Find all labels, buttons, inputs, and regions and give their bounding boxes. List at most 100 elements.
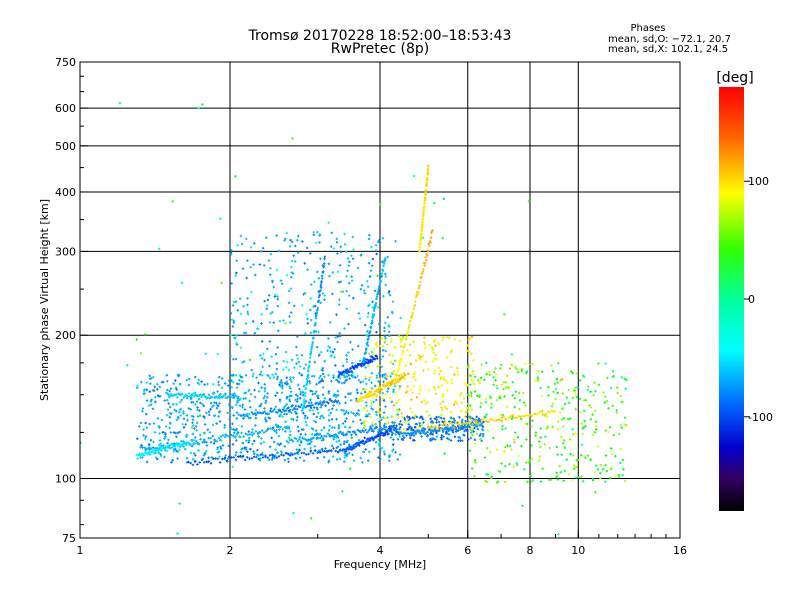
data-point xyxy=(457,435,460,439)
data-point xyxy=(486,481,489,484)
data-point xyxy=(368,378,371,382)
data-point xyxy=(375,374,379,377)
data-point xyxy=(619,461,622,465)
data-point xyxy=(534,380,538,383)
x-tick-label: 6 xyxy=(464,544,471,557)
data-point xyxy=(302,411,305,415)
data-point xyxy=(174,379,177,382)
data-point xyxy=(271,409,275,413)
data-point xyxy=(529,474,532,478)
data-point xyxy=(500,416,504,419)
data-point xyxy=(376,306,380,309)
data-point xyxy=(307,370,310,373)
data-point xyxy=(302,293,305,296)
data-point xyxy=(438,425,441,429)
data-point xyxy=(323,397,327,400)
data-point xyxy=(381,237,385,240)
data-point xyxy=(467,402,470,406)
data-point xyxy=(325,435,328,438)
data-point xyxy=(388,293,392,297)
data-point xyxy=(611,369,615,373)
data-point xyxy=(381,269,385,272)
data-point xyxy=(524,404,527,407)
data-point xyxy=(348,430,352,434)
data-point xyxy=(274,352,278,356)
data-point xyxy=(143,454,146,457)
data-point xyxy=(323,375,326,379)
data-point xyxy=(426,422,430,426)
data-point xyxy=(527,461,531,464)
data-point xyxy=(513,441,516,444)
data-point xyxy=(531,479,535,482)
data-point xyxy=(304,414,307,418)
data-point xyxy=(387,382,390,386)
data-point xyxy=(308,360,312,363)
data-point xyxy=(449,439,453,442)
data-point xyxy=(352,367,356,371)
data-point xyxy=(414,359,418,362)
data-point xyxy=(179,407,183,411)
data-point xyxy=(226,457,230,460)
data-point xyxy=(418,284,421,287)
data-point xyxy=(372,430,375,433)
data-point xyxy=(369,401,373,404)
data-point xyxy=(313,329,316,333)
data-point xyxy=(379,358,382,361)
data-point xyxy=(286,427,289,430)
data-point xyxy=(477,418,480,421)
data-point xyxy=(315,415,319,419)
data-point xyxy=(217,380,220,384)
data-point xyxy=(332,400,336,404)
data-point xyxy=(275,456,279,459)
data-point xyxy=(467,421,471,424)
data-point xyxy=(401,415,404,419)
data-point xyxy=(271,311,274,314)
data-point xyxy=(427,426,430,430)
data-point xyxy=(451,422,454,426)
data-point xyxy=(226,411,229,414)
data-point xyxy=(326,432,330,435)
data-point xyxy=(249,416,252,420)
data-point xyxy=(380,275,384,278)
data-point xyxy=(312,436,315,440)
data-point xyxy=(179,401,182,404)
data-point xyxy=(475,415,478,419)
data-point xyxy=(612,374,615,378)
data-point xyxy=(228,435,231,438)
data-point xyxy=(396,458,399,461)
data-point xyxy=(508,444,512,448)
data-point xyxy=(437,385,440,389)
data-point xyxy=(211,382,215,386)
data-point xyxy=(168,390,171,393)
data-point xyxy=(206,382,209,386)
data-point xyxy=(565,396,569,399)
data-point xyxy=(265,396,269,399)
data-point xyxy=(302,459,306,462)
data-point xyxy=(236,432,239,436)
data-point xyxy=(290,358,294,362)
data-point xyxy=(376,240,380,244)
data-point xyxy=(165,374,169,377)
data-point xyxy=(314,241,318,244)
data-point xyxy=(417,353,420,357)
data-point xyxy=(337,399,340,403)
data-point xyxy=(380,428,383,432)
data-point xyxy=(462,397,466,400)
x-tick-label: 2 xyxy=(227,544,234,557)
data-point xyxy=(552,390,555,394)
data-point xyxy=(422,427,425,430)
data-point xyxy=(230,386,233,389)
data-point xyxy=(432,340,436,343)
data-point xyxy=(347,411,350,415)
data-point xyxy=(351,348,354,351)
data-point xyxy=(358,359,362,362)
data-point xyxy=(605,469,609,473)
data-point xyxy=(286,457,290,461)
data-point xyxy=(241,380,244,383)
data-point xyxy=(182,412,185,415)
data-point xyxy=(178,442,181,446)
data-point xyxy=(528,459,531,462)
data-point xyxy=(366,343,369,346)
data-point xyxy=(332,455,335,458)
data-point xyxy=(563,402,567,406)
